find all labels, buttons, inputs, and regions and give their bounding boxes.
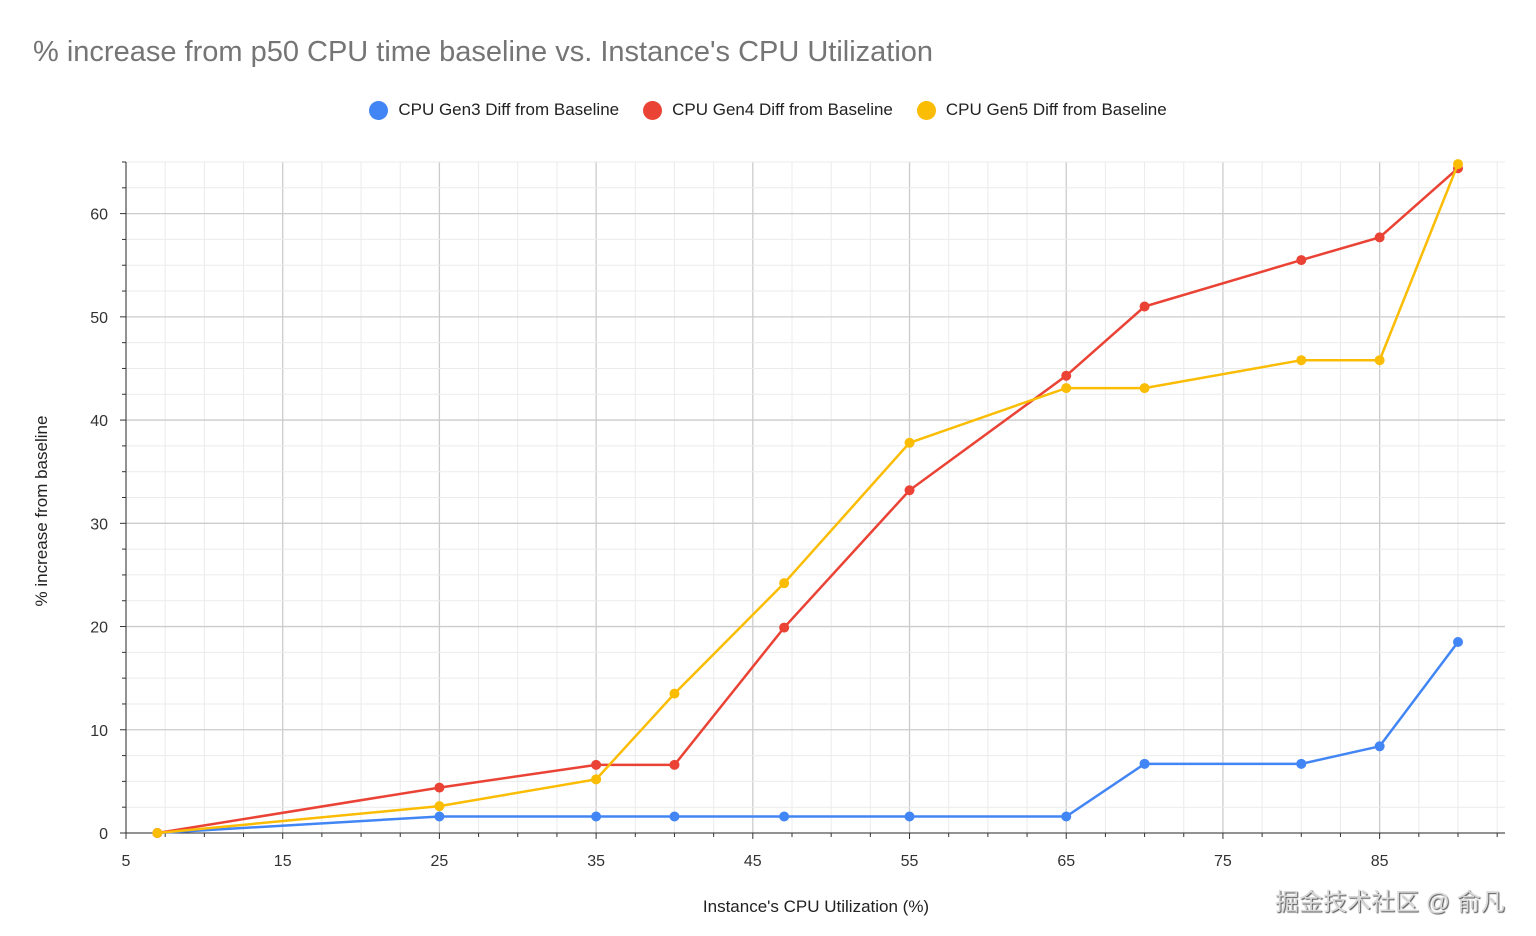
legend-marker [369,100,389,120]
legend-label: CPU Gen3 Diff from Baseline [398,100,620,119]
legend-marker [643,100,663,120]
x-tick-label: 45 [744,853,762,870]
data-point [669,759,680,770]
watermark: 掘金技术社区 @ 俞凡 [1275,889,1505,916]
data-point [669,811,680,822]
chart-title: % increase from p50 CPU time baseline vs… [33,36,934,68]
y-tick-label: 0 [99,826,108,843]
legend-item-gen4[interactable]: CPU Gen4 Diff from Baseline [643,100,893,120]
data-point [1296,255,1307,266]
data-point [434,782,445,793]
data-point [1061,383,1072,394]
data-point [1452,159,1463,170]
y-tick-label: 50 [90,310,108,327]
x-tick-label: 75 [1214,853,1232,870]
series-line-1 [157,167,1459,835]
y-tick-label: 40 [90,413,108,430]
data-point [904,437,915,448]
series-line-0 [157,641,1459,835]
x-tick-label: 5 [122,853,131,870]
x-tick-label: 15 [274,853,292,870]
data-point [1139,301,1150,312]
legend-label: CPU Gen5 Diff from Baseline [945,100,1167,119]
y-tick-label: 10 [90,723,108,740]
data-point [1061,811,1072,822]
x-tick-label: 55 [901,853,919,870]
legend-marker [916,100,936,120]
data-point [904,485,915,496]
data-point [1296,758,1307,769]
data-point [1374,355,1385,366]
data-point [434,811,445,822]
data-point [1139,383,1150,394]
data-point [152,828,163,838]
legend-label: CPU Gen4 Diff from Baseline [672,100,893,119]
data-point [434,801,445,812]
x-tick-label: 65 [1057,853,1075,870]
data-point [591,811,602,822]
data-point [779,578,790,589]
legend-item-gen3[interactable]: CPU Gen3 Diff from Baseline [369,100,619,120]
y-tick-label: 30 [90,516,108,533]
data-point [1061,370,1072,381]
legend-item-gen5[interactable]: CPU Gen5 Diff from Baseline [916,100,1167,120]
data-point [779,811,790,822]
data-point [1139,758,1150,769]
data-point [1296,355,1307,366]
data-point [779,622,790,633]
x-tick-label: 35 [587,853,605,870]
data-point [1374,232,1385,243]
data-point [591,759,602,770]
x-axis-label: Instance's CPU Utilization (%) [703,897,929,916]
data-point [591,774,602,785]
x-tick-label: 85 [1371,853,1389,870]
data-point [1374,741,1385,752]
data-point [669,688,680,699]
data-point [1452,637,1463,648]
data-point [904,811,915,822]
x-tick-label: 25 [431,853,449,870]
legend: CPU Gen3 Diff from Baseline CPU Gen4 Dif… [0,100,1536,120]
series-line-2 [157,163,1460,835]
y-tick-label: 20 [90,620,108,637]
y-axis-label: % increase from baseline [32,416,51,607]
y-tick-label: 60 [90,207,108,224]
